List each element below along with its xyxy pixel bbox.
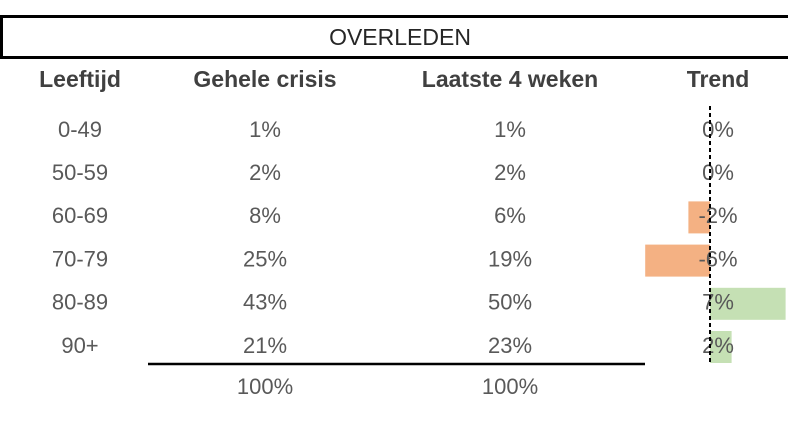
recent-cell: 2% bbox=[494, 160, 526, 185]
trend-cell: -6% bbox=[698, 246, 737, 271]
total-cell: 8% bbox=[249, 203, 281, 228]
total-cell: 25% bbox=[243, 246, 287, 271]
column-header: Laatste 4 weken bbox=[422, 66, 598, 92]
total-cell: 2% bbox=[249, 160, 281, 185]
trend-cell: 0% bbox=[702, 117, 734, 142]
age-cell: 0-49 bbox=[58, 117, 102, 142]
column-header: Gehele crisis bbox=[193, 66, 336, 92]
trend-cell: 2% bbox=[702, 333, 734, 358]
footer-recent: 100% bbox=[482, 374, 538, 399]
total-cell: 1% bbox=[249, 117, 281, 142]
recent-cell: 1% bbox=[494, 117, 526, 142]
title: OVERLEDEN bbox=[329, 24, 471, 50]
recent-cell: 50% bbox=[488, 290, 532, 315]
recent-cell: 6% bbox=[494, 203, 526, 228]
age-cell: 90+ bbox=[61, 333, 98, 358]
column-header: Leeftijd bbox=[39, 66, 121, 92]
trend-cell: 7% bbox=[702, 290, 734, 315]
age-cell: 80-89 bbox=[52, 290, 108, 315]
trend-cell: 0% bbox=[702, 160, 734, 185]
age-cell: 50-59 bbox=[52, 160, 108, 185]
column-header: Trend bbox=[687, 66, 750, 92]
trend-cell: -2% bbox=[698, 203, 737, 228]
age-cell: 70-79 bbox=[52, 246, 108, 271]
age-cell: 60-69 bbox=[52, 203, 108, 228]
footer-total: 100% bbox=[237, 374, 293, 399]
total-cell: 21% bbox=[243, 333, 287, 358]
recent-cell: 19% bbox=[488, 246, 532, 271]
recent-cell: 23% bbox=[488, 333, 532, 358]
total-cell: 43% bbox=[243, 290, 287, 315]
